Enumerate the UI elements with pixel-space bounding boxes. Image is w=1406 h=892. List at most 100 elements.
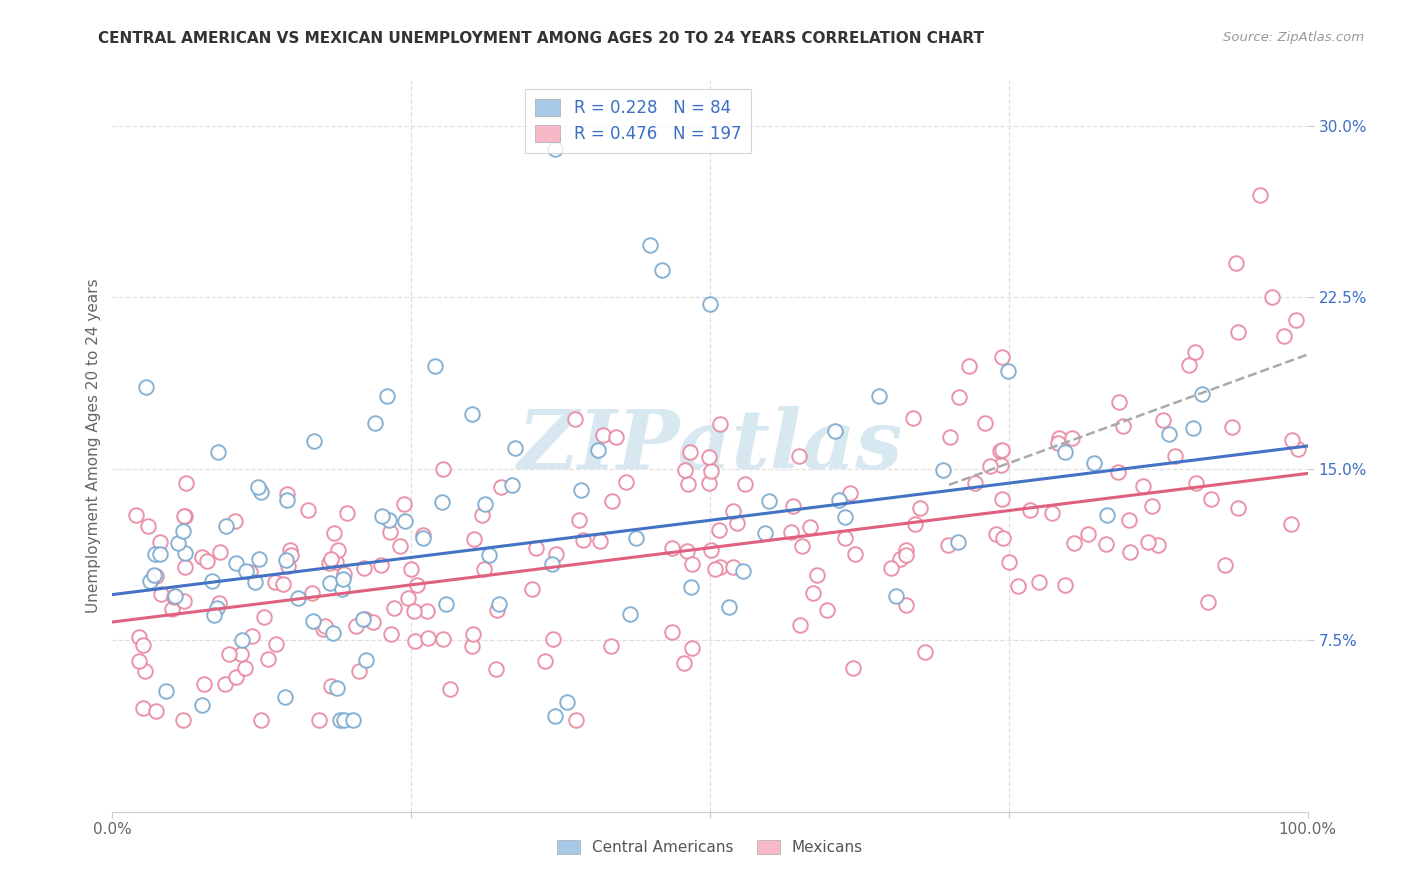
Point	[371, 509, 394, 524]
Point	[485, 662, 508, 676]
Point	[247, 480, 270, 494]
Point	[224, 514, 246, 528]
Point	[1184, 345, 1206, 359]
Point	[1083, 456, 1105, 470]
Point	[173, 508, 195, 523]
Point	[605, 430, 627, 444]
Point	[901, 410, 924, 425]
Point	[1047, 436, 1070, 450]
Point	[501, 478, 523, 492]
Point	[167, 535, 190, 549]
Point	[333, 567, 356, 582]
Point	[416, 631, 439, 645]
Point	[488, 597, 510, 611]
Point	[986, 527, 1008, 541]
Point	[880, 561, 903, 575]
Point	[673, 463, 696, 477]
Point	[1118, 513, 1140, 527]
Point	[997, 364, 1019, 378]
Point	[215, 519, 238, 533]
Point	[278, 543, 301, 558]
Point	[709, 560, 731, 574]
Point	[471, 508, 494, 522]
Point	[1063, 536, 1085, 550]
Point	[894, 548, 917, 562]
Point	[208, 596, 231, 610]
Point	[174, 559, 197, 574]
Point	[868, 388, 890, 402]
Point	[145, 704, 167, 718]
Point	[700, 543, 723, 558]
Point	[239, 565, 262, 579]
Point	[329, 714, 352, 728]
Point	[321, 679, 343, 693]
Point	[1049, 431, 1071, 445]
Point	[485, 602, 508, 616]
Point	[828, 493, 851, 508]
Point	[432, 462, 454, 476]
Point	[1249, 187, 1271, 202]
Point	[565, 714, 588, 728]
Y-axis label: Unemployment Among Ages 20 to 24 years: Unemployment Among Ages 20 to 24 years	[86, 278, 101, 614]
Point	[134, 664, 156, 678]
Point	[172, 524, 194, 539]
Point	[965, 476, 987, 491]
Point	[1062, 431, 1084, 445]
Point	[799, 520, 821, 534]
Point	[404, 634, 426, 648]
Point	[394, 514, 416, 528]
Point	[145, 568, 167, 582]
Point	[439, 681, 461, 696]
Point	[661, 541, 683, 556]
Point	[394, 497, 416, 511]
Point	[541, 557, 564, 571]
Point	[353, 560, 375, 574]
Point	[415, 604, 437, 618]
Point	[472, 562, 495, 576]
Point	[1220, 420, 1243, 434]
Point	[988, 443, 1011, 458]
Point	[543, 142, 565, 156]
Point	[207, 445, 229, 459]
Point	[1028, 574, 1050, 589]
Point	[1152, 413, 1174, 427]
Point	[707, 523, 730, 537]
Point	[1107, 466, 1129, 480]
Point	[932, 462, 955, 476]
Point	[1227, 500, 1250, 515]
Point	[914, 645, 936, 659]
Point	[323, 526, 346, 541]
Point	[235, 661, 257, 675]
Point	[474, 497, 496, 511]
Point	[1215, 558, 1237, 572]
Point	[1285, 313, 1308, 327]
Point	[402, 605, 425, 619]
Point	[676, 544, 699, 558]
Point	[432, 632, 454, 647]
Point	[1054, 445, 1077, 459]
Point	[555, 695, 578, 709]
Point	[273, 577, 295, 591]
Point	[815, 603, 838, 617]
Point	[834, 531, 856, 545]
Point	[679, 580, 702, 594]
Point	[991, 442, 1014, 457]
Point	[149, 535, 172, 549]
Point	[1225, 256, 1247, 270]
Point	[193, 677, 215, 691]
Point	[789, 618, 811, 632]
Point	[624, 531, 647, 545]
Point	[191, 698, 214, 713]
Point	[889, 552, 911, 566]
Point	[534, 654, 557, 668]
Point	[676, 477, 699, 491]
Point	[200, 574, 222, 588]
Point	[264, 574, 287, 589]
Point	[904, 517, 927, 532]
Point	[979, 459, 1001, 474]
Point	[208, 545, 231, 559]
Point	[231, 632, 253, 647]
Point	[998, 555, 1021, 569]
Point	[838, 485, 860, 500]
Point	[205, 601, 228, 615]
